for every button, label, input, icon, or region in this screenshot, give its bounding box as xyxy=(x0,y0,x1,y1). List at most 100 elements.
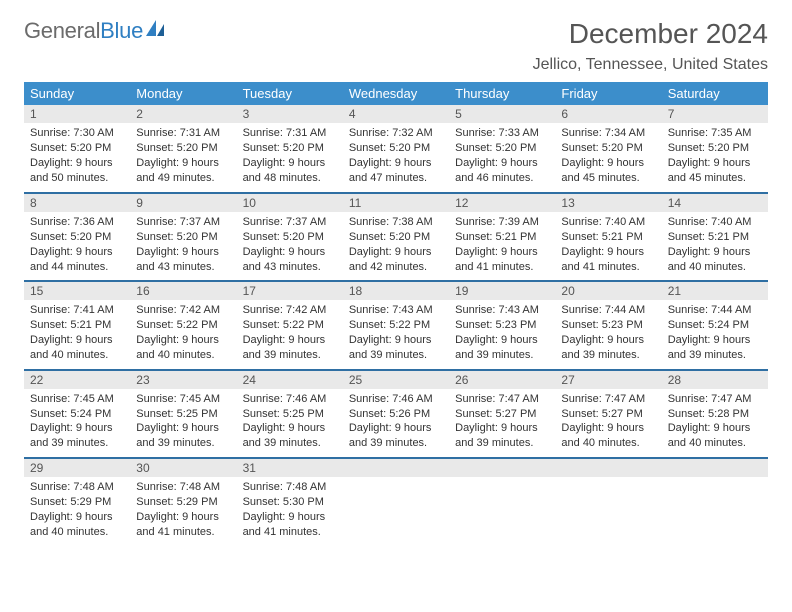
weekday-header: Tuesday xyxy=(237,82,343,105)
sunset-line: Sunset: 5:20 PM xyxy=(668,141,762,156)
weekday-header: Saturday xyxy=(662,82,768,105)
sunset-line: Sunset: 5:25 PM xyxy=(243,407,337,422)
day-number: 6 xyxy=(555,105,661,123)
sunset-line: Sunset: 5:20 PM xyxy=(243,230,337,245)
sunset-line: Sunset: 5:21 PM xyxy=(30,318,124,333)
day-body: Sunrise: 7:46 AMSunset: 5:26 PMDaylight:… xyxy=(343,389,449,457)
sunset-line: Sunset: 5:20 PM xyxy=(455,141,549,156)
day-body: Sunrise: 7:44 AMSunset: 5:24 PMDaylight:… xyxy=(662,300,768,368)
brand-part1: General xyxy=(24,18,100,44)
header: GeneralBlue December 2024 Jellico, Tenne… xyxy=(24,18,768,74)
sunrise-line: Sunrise: 7:43 AM xyxy=(455,303,549,318)
sunset-line: Sunset: 5:26 PM xyxy=(349,407,443,422)
daylight-line: Daylight: 9 hours and 39 minutes. xyxy=(349,421,443,451)
day-body: Sunrise: 7:47 AMSunset: 5:27 PMDaylight:… xyxy=(449,389,555,457)
day-number: 20 xyxy=(555,282,661,300)
daylight-line: Daylight: 9 hours and 39 minutes. xyxy=(455,421,549,451)
daylight-line: Daylight: 9 hours and 41 minutes. xyxy=(136,510,230,540)
day-body: Sunrise: 7:42 AMSunset: 5:22 PMDaylight:… xyxy=(130,300,236,368)
day-body: Sunrise: 7:47 AMSunset: 5:27 PMDaylight:… xyxy=(555,389,661,457)
day-body: Sunrise: 7:34 AMSunset: 5:20 PMDaylight:… xyxy=(555,123,661,191)
day-number: 14 xyxy=(662,194,768,212)
day-number: 17 xyxy=(237,282,343,300)
day-body: Sunrise: 7:45 AMSunset: 5:24 PMDaylight:… xyxy=(24,389,130,457)
day-body: Sunrise: 7:39 AMSunset: 5:21 PMDaylight:… xyxy=(449,212,555,280)
day-number: 15 xyxy=(24,282,130,300)
sunset-line: Sunset: 5:29 PM xyxy=(30,495,124,510)
day-body: Sunrise: 7:35 AMSunset: 5:20 PMDaylight:… xyxy=(662,123,768,191)
calendar-day-cell: 13Sunrise: 7:40 AMSunset: 5:21 PMDayligh… xyxy=(555,193,661,281)
day-number: 30 xyxy=(130,459,236,477)
calendar-day-cell: 23Sunrise: 7:45 AMSunset: 5:25 PMDayligh… xyxy=(130,370,236,458)
daylight-line: Daylight: 9 hours and 40 minutes. xyxy=(668,421,762,451)
daylight-line: Daylight: 9 hours and 39 minutes. xyxy=(349,333,443,363)
day-body: Sunrise: 7:36 AMSunset: 5:20 PMDaylight:… xyxy=(24,212,130,280)
calendar-day-cell: 11Sunrise: 7:38 AMSunset: 5:20 PMDayligh… xyxy=(343,193,449,281)
day-number: 27 xyxy=(555,371,661,389)
sunset-line: Sunset: 5:23 PM xyxy=(561,318,655,333)
sunset-line: Sunset: 5:20 PM xyxy=(136,230,230,245)
day-number: 8 xyxy=(24,194,130,212)
calendar-day-cell: 1Sunrise: 7:30 AMSunset: 5:20 PMDaylight… xyxy=(24,105,130,193)
calendar-day-cell: 29Sunrise: 7:48 AMSunset: 5:29 PMDayligh… xyxy=(24,458,130,546)
calendar-day-cell: 18Sunrise: 7:43 AMSunset: 5:22 PMDayligh… xyxy=(343,281,449,369)
daylight-line: Daylight: 9 hours and 42 minutes. xyxy=(349,245,443,275)
calendar-week-row: 1Sunrise: 7:30 AMSunset: 5:20 PMDaylight… xyxy=(24,105,768,193)
daylight-line: Daylight: 9 hours and 44 minutes. xyxy=(30,245,124,275)
sunset-line: Sunset: 5:22 PM xyxy=(349,318,443,333)
daylight-line: Daylight: 9 hours and 39 minutes. xyxy=(455,333,549,363)
calendar-day-cell: 28Sunrise: 7:47 AMSunset: 5:28 PMDayligh… xyxy=(662,370,768,458)
sunset-line: Sunset: 5:20 PM xyxy=(349,141,443,156)
day-body: Sunrise: 7:45 AMSunset: 5:25 PMDaylight:… xyxy=(130,389,236,457)
day-number: 2 xyxy=(130,105,236,123)
weekday-header: Wednesday xyxy=(343,82,449,105)
calendar-day-cell: 17Sunrise: 7:42 AMSunset: 5:22 PMDayligh… xyxy=(237,281,343,369)
day-number: 31 xyxy=(237,459,343,477)
sunrise-line: Sunrise: 7:48 AM xyxy=(243,480,337,495)
daylight-line: Daylight: 9 hours and 48 minutes. xyxy=(243,156,337,186)
calendar-day-cell: 4Sunrise: 7:32 AMSunset: 5:20 PMDaylight… xyxy=(343,105,449,193)
daylight-line: Daylight: 9 hours and 40 minutes. xyxy=(30,510,124,540)
calendar-day-cell: 24Sunrise: 7:46 AMSunset: 5:25 PMDayligh… xyxy=(237,370,343,458)
daylight-line: Daylight: 9 hours and 43 minutes. xyxy=(243,245,337,275)
day-body: Sunrise: 7:30 AMSunset: 5:20 PMDaylight:… xyxy=(24,123,130,191)
daylight-line: Daylight: 9 hours and 40 minutes. xyxy=(136,333,230,363)
sunset-line: Sunset: 5:20 PM xyxy=(243,141,337,156)
daylight-line: Daylight: 9 hours and 43 minutes. xyxy=(136,245,230,275)
day-body-empty xyxy=(555,477,661,537)
daylight-line: Daylight: 9 hours and 41 minutes. xyxy=(243,510,337,540)
daylight-line: Daylight: 9 hours and 47 minutes. xyxy=(349,156,443,186)
sunset-line: Sunset: 5:30 PM xyxy=(243,495,337,510)
calendar-day-cell: 21Sunrise: 7:44 AMSunset: 5:24 PMDayligh… xyxy=(662,281,768,369)
weekday-header: Thursday xyxy=(449,82,555,105)
sunrise-line: Sunrise: 7:39 AM xyxy=(455,215,549,230)
day-body: Sunrise: 7:48 AMSunset: 5:29 PMDaylight:… xyxy=(24,477,130,545)
daylight-line: Daylight: 9 hours and 39 minutes. xyxy=(243,421,337,451)
day-body-empty xyxy=(449,477,555,537)
sunrise-line: Sunrise: 7:48 AM xyxy=(136,480,230,495)
daylight-line: Daylight: 9 hours and 39 minutes. xyxy=(561,333,655,363)
daylight-line: Daylight: 9 hours and 41 minutes. xyxy=(455,245,549,275)
day-number: 22 xyxy=(24,371,130,389)
calendar-week-row: 15Sunrise: 7:41 AMSunset: 5:21 PMDayligh… xyxy=(24,281,768,369)
daylight-line: Daylight: 9 hours and 39 minutes. xyxy=(136,421,230,451)
calendar-day-cell: 12Sunrise: 7:39 AMSunset: 5:21 PMDayligh… xyxy=(449,193,555,281)
calendar-week-row: 22Sunrise: 7:45 AMSunset: 5:24 PMDayligh… xyxy=(24,370,768,458)
sunset-line: Sunset: 5:21 PM xyxy=(561,230,655,245)
sunset-line: Sunset: 5:20 PM xyxy=(136,141,230,156)
day-body-empty xyxy=(343,477,449,537)
brand-part2: Blue xyxy=(100,18,143,44)
day-number: 23 xyxy=(130,371,236,389)
daylight-line: Daylight: 9 hours and 40 minutes. xyxy=(668,245,762,275)
day-body: Sunrise: 7:46 AMSunset: 5:25 PMDaylight:… xyxy=(237,389,343,457)
day-body: Sunrise: 7:31 AMSunset: 5:20 PMDaylight:… xyxy=(130,123,236,191)
calendar-day-cell: 19Sunrise: 7:43 AMSunset: 5:23 PMDayligh… xyxy=(449,281,555,369)
sunrise-line: Sunrise: 7:31 AM xyxy=(136,126,230,141)
day-number: 10 xyxy=(237,194,343,212)
sunset-line: Sunset: 5:20 PM xyxy=(349,230,443,245)
sunset-line: Sunset: 5:24 PM xyxy=(668,318,762,333)
daylight-line: Daylight: 9 hours and 39 minutes. xyxy=(668,333,762,363)
day-number: 19 xyxy=(449,282,555,300)
brand-logo: GeneralBlue xyxy=(24,18,168,44)
day-number: 5 xyxy=(449,105,555,123)
